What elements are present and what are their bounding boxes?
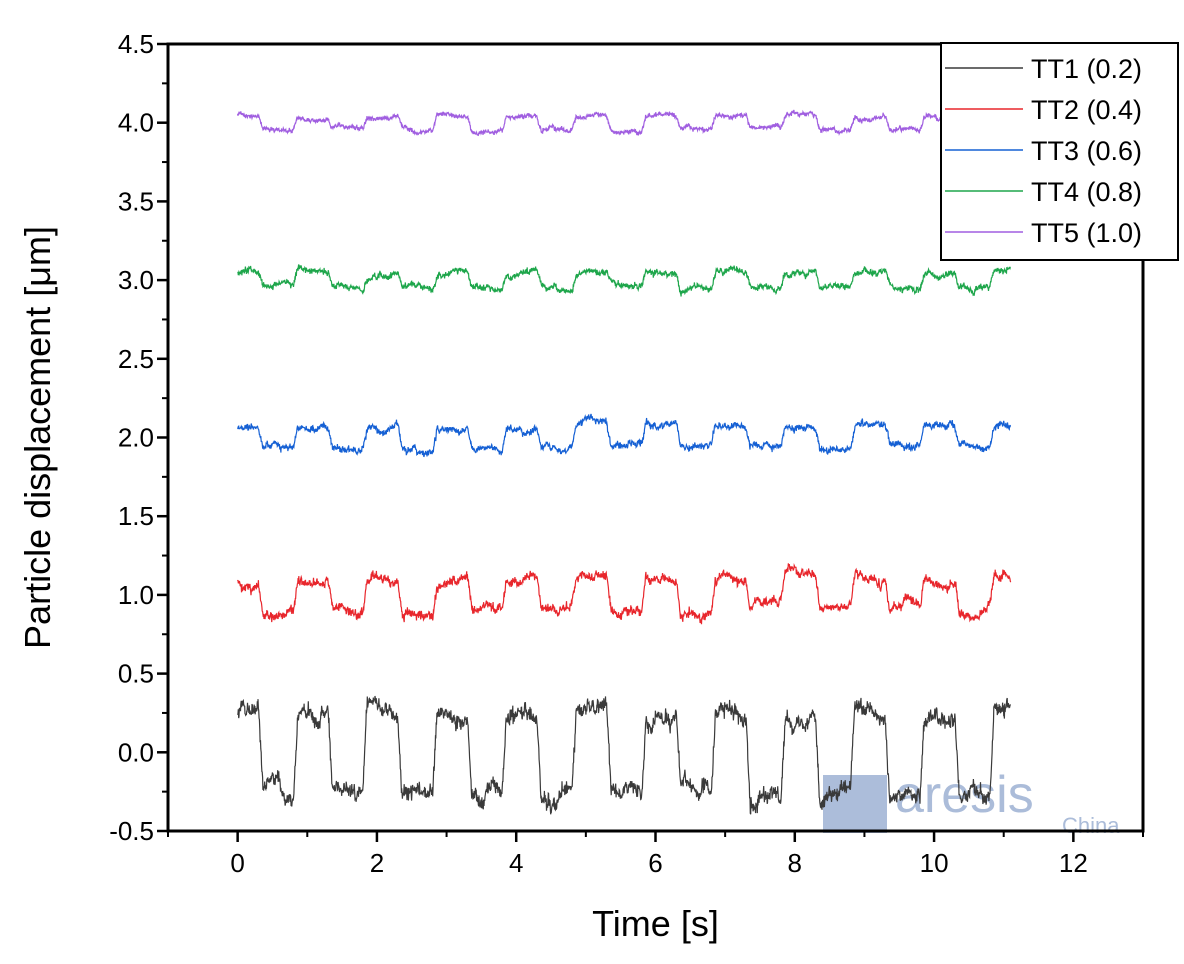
legend-label: TT2 (0.4): [1031, 95, 1142, 125]
x-tick-label: 10: [920, 848, 949, 878]
legend-box: [940, 42, 1179, 261]
legend-label: TT4 (0.8): [1031, 177, 1142, 207]
x-tick-label: 12: [1059, 848, 1088, 878]
y-tick-label: 2.5: [118, 344, 154, 374]
y-tick-label: 3.5: [118, 186, 154, 216]
y-axis-title: Particle displacement [μm]: [17, 226, 58, 649]
y-tick-label: 1.0: [118, 580, 154, 610]
y-tick-label: 0.0: [118, 737, 154, 767]
y-tick-label: 0.5: [118, 659, 154, 689]
legend-label: TT1 (0.2): [1031, 54, 1142, 84]
watermark-sub: China: [1062, 813, 1120, 838]
y-tick-label: 2.0: [118, 423, 154, 453]
x-tick-label: 2: [370, 848, 384, 878]
series-layer: [237, 109, 1012, 815]
x-tick-label: 0: [230, 848, 244, 878]
x-tick-label: 8: [788, 848, 802, 878]
series-line-1: [237, 695, 1011, 815]
x-tick-label: 6: [648, 848, 662, 878]
legend-label: TT5 (1.0): [1031, 218, 1142, 248]
x-tick-label: 4: [509, 848, 523, 878]
watermark-logo-icon: [823, 775, 887, 833]
y-tick-label: 3.0: [118, 265, 154, 295]
x-tick-labels: 0 2 4 6 8 10 12: [230, 848, 1087, 878]
x-axis-title: Time [s]: [592, 903, 719, 944]
y-tick-label: 4.0: [118, 108, 154, 138]
y-tick-label: 4.5: [118, 29, 154, 59]
series-line-4: [237, 264, 1011, 297]
series-line-2: [237, 563, 1012, 625]
legend-label: TT3 (0.6): [1031, 136, 1142, 166]
y-tick-label: -0.5: [109, 816, 154, 846]
legend: TT1 (0.2) TT2 (0.4) TT3 (0.6) TT4 (0.8) TT5 …: [940, 42, 1179, 261]
watermark-logo: aresis China: [823, 766, 1120, 838]
y-tick-label: 1.5: [118, 501, 154, 531]
series-line-3: [237, 413, 1012, 458]
series-line-5: [237, 109, 1012, 137]
axis-ticks: [157, 42, 1144, 842]
y-tick-labels: -0.5 0.0 0.5 1.0 1.5 2.0 2.5 3.0 3.5 4.0 4.5: [109, 29, 154, 846]
